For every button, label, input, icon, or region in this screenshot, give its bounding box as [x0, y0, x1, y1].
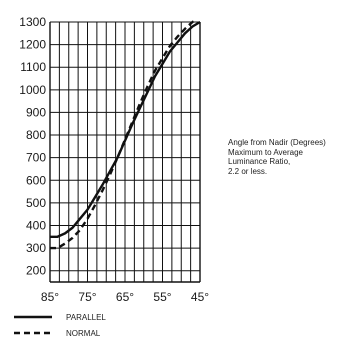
- axes: [49, 22, 201, 283]
- legend-label-normal: NORMAL: [66, 329, 101, 338]
- x-tick-label: 45°: [191, 290, 209, 304]
- annotation-line-1: Angle from Nadir (Degrees): [228, 138, 326, 147]
- y-tick-label: 1300: [19, 15, 46, 29]
- series-line-parallel: [50, 20, 201, 238]
- x-tick-label: 55°: [153, 290, 171, 304]
- y-tick-label: 700: [26, 151, 46, 165]
- x-tick-label: 85°: [41, 290, 59, 304]
- x-tick-label: 75°: [78, 290, 96, 304]
- chart-annotation: Angle from Nadir (Degrees) Maximum to Av…: [228, 138, 352, 176]
- series-layer: [50, 18, 201, 250]
- x-tick-label: 65°: [116, 290, 134, 304]
- annotation-line-4: 2.2 or less.: [228, 166, 268, 176]
- tick-labels: 200 300 400 500 600 700 800 900 1000 1100 1200 1300…: [19, 15, 209, 304]
- grid: [49, 21, 201, 282]
- y-tick-label: 1200: [19, 38, 46, 52]
- y-tick-label: 200: [26, 264, 46, 278]
- annotation-line-2: Maximum to Average: [228, 147, 303, 157]
- y-tick-label: 800: [26, 128, 46, 142]
- y-tick-label: 900: [26, 105, 46, 119]
- legend: PARALLEL NORMAL: [14, 313, 106, 338]
- y-tick-label: 1000: [19, 83, 46, 97]
- y-tick-label: 400: [26, 218, 46, 232]
- y-tick-label: 500: [26, 196, 46, 210]
- y-tick-label: 600: [26, 173, 46, 187]
- series-line-normal: [50, 18, 197, 250]
- annotation-line-3: Luminance Ratio,: [228, 157, 291, 167]
- y-tick-label: 1100: [20, 60, 46, 74]
- y-tick-label: 300: [26, 241, 46, 255]
- legend-label-parallel: PARALLEL: [66, 313, 106, 322]
